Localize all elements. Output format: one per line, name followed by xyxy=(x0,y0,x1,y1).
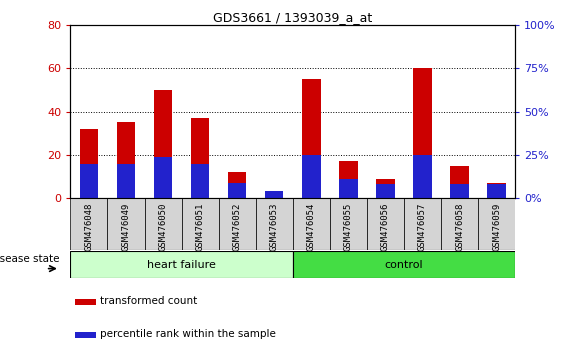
Bar xyxy=(413,155,432,198)
Bar xyxy=(376,179,395,198)
Bar xyxy=(70,198,108,250)
Bar xyxy=(228,172,247,198)
Bar xyxy=(404,198,441,250)
Text: control: control xyxy=(385,259,423,270)
Text: GSM476057: GSM476057 xyxy=(418,202,427,251)
Text: GSM476054: GSM476054 xyxy=(307,202,316,251)
Bar xyxy=(478,198,515,250)
Bar xyxy=(293,251,515,278)
Text: GSM476053: GSM476053 xyxy=(270,202,279,251)
Text: GSM476052: GSM476052 xyxy=(233,202,242,251)
Bar xyxy=(265,194,284,198)
Text: GSM476051: GSM476051 xyxy=(195,202,204,251)
Bar xyxy=(488,184,506,198)
Bar xyxy=(228,183,247,198)
Bar xyxy=(413,68,432,198)
Bar xyxy=(367,198,404,250)
Text: GSM476050: GSM476050 xyxy=(159,202,168,251)
Text: GSM476048: GSM476048 xyxy=(84,202,93,251)
Bar xyxy=(265,191,284,198)
Bar xyxy=(450,184,469,198)
Text: GSM476058: GSM476058 xyxy=(455,202,464,251)
Bar xyxy=(293,198,330,250)
Bar xyxy=(108,198,145,250)
Text: transformed count: transformed count xyxy=(100,296,198,306)
Bar xyxy=(302,79,320,198)
Bar xyxy=(376,184,395,198)
Bar xyxy=(339,161,358,198)
Text: disease state: disease state xyxy=(0,254,59,264)
Bar xyxy=(154,90,172,198)
Bar xyxy=(218,198,256,250)
Bar xyxy=(75,299,96,305)
Bar xyxy=(117,122,135,198)
Text: GSM476059: GSM476059 xyxy=(492,202,501,251)
Bar xyxy=(79,129,98,198)
Bar xyxy=(191,164,209,198)
Bar xyxy=(488,183,506,198)
Bar xyxy=(330,198,367,250)
Bar xyxy=(70,251,293,278)
Bar xyxy=(441,198,478,250)
Bar xyxy=(256,198,293,250)
Bar xyxy=(79,164,98,198)
Bar xyxy=(191,118,209,198)
Bar xyxy=(75,332,96,338)
Text: GSM476055: GSM476055 xyxy=(344,202,353,251)
Bar xyxy=(145,198,181,250)
Bar xyxy=(450,166,469,198)
Bar xyxy=(302,155,320,198)
Text: GSM476056: GSM476056 xyxy=(381,202,390,251)
Text: heart failure: heart failure xyxy=(147,259,216,270)
Bar xyxy=(117,164,135,198)
Bar xyxy=(339,179,358,198)
Bar xyxy=(154,156,172,198)
Bar xyxy=(181,198,218,250)
Title: GDS3661 / 1393039_a_at: GDS3661 / 1393039_a_at xyxy=(213,11,372,24)
Text: GSM476049: GSM476049 xyxy=(122,202,131,251)
Text: percentile rank within the sample: percentile rank within the sample xyxy=(100,329,276,339)
